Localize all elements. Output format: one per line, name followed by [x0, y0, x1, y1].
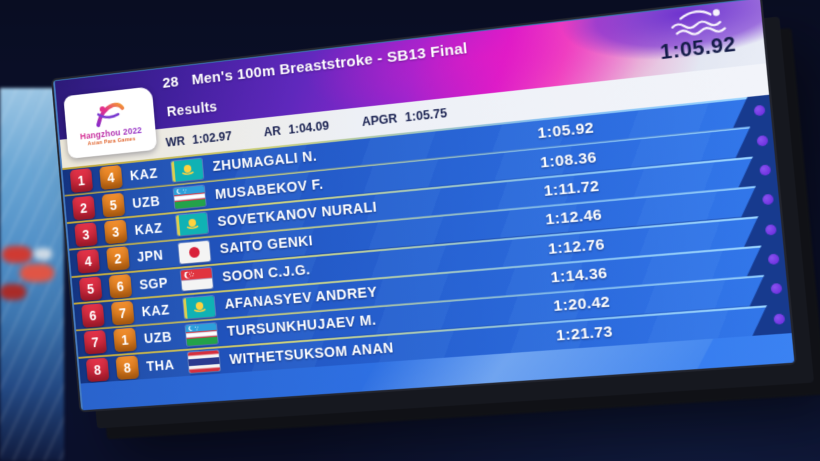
event-title-bar: 28 Men's 100m Breaststroke - SB13 Final: [162, 40, 468, 93]
result-row-bar: 6 7 KAZ AFANASYEV ANDREY 1:14.36: [74, 245, 764, 329]
event-title: Men's 100m Breaststroke - SB13 Final: [190, 40, 469, 89]
result-row-bar: 8 8 THA WITHETSUKSOM ANAN 1:21.73: [78, 305, 769, 384]
scoreboard-content: 28 Men's 100m Breaststroke - SB13 Final R…: [53, 0, 795, 411]
scoreboard-screen: 28 Men's 100m Breaststroke - SB13 Final R…: [50, 0, 797, 413]
record-label: WR: [165, 134, 186, 150]
noc-code: KAZ: [129, 165, 159, 184]
rank-badge: 8: [86, 357, 110, 381]
row-end-dot: [764, 223, 777, 236]
result-row: 8 8 THA WITHETSUKSOM ANAN 1:21.73: [78, 303, 791, 383]
jpn-flag-icon: [178, 241, 210, 264]
result-row-bar: 2 5 UZB MUSABEKOV F. 1:08.36: [65, 127, 753, 222]
noc-code: KAZ: [134, 219, 164, 238]
uzb-flag-icon: [174, 186, 206, 209]
result-row-bar: 5 6 SGP SOON C.J.G. 1:12.76: [71, 216, 761, 303]
rank-badge: 1: [70, 168, 93, 193]
lane-badge: 1: [113, 328, 137, 353]
row-end-dot: [773, 313, 786, 325]
lane-badge: 2: [106, 246, 130, 271]
logo-emblem-icon: [89, 99, 129, 130]
record-label: AR: [263, 123, 282, 140]
lane-buoy: [34, 248, 52, 260]
rank-badge: 2: [72, 195, 95, 220]
noc-code: KAZ: [141, 301, 171, 320]
noc-code: UZB: [131, 192, 161, 211]
lane-badge: 8: [116, 355, 140, 380]
result-row: 2 5 UZB MUSABEKOV F. 1:08.36: [65, 124, 775, 221]
row-end-dot: [767, 253, 780, 266]
result-row: 3 3 KAZ SOVETKANOV NURALI 1:11.72: [67, 154, 778, 249]
result-row-bar: 4 2 JPN SAITO GENKI 1:12.46: [69, 186, 758, 276]
kaz-flag-icon: [176, 213, 208, 236]
lane-badge: 3: [104, 219, 128, 244]
lane-badge: 5: [102, 192, 126, 217]
result-row: 4 2 JPN SAITO GENKI 1:12.46: [69, 184, 780, 276]
result-row: 5 6 SGP SOON C.J.G. 1:12.76: [71, 214, 783, 303]
swimmer-name: SAITO GENKI: [219, 233, 314, 258]
world-record: WR 1:02.97: [165, 129, 232, 150]
lane-badge: 4: [99, 165, 123, 190]
result-row-bar: 3 3 KAZ SOVETKANOV NURALI 1:11.72: [67, 156, 756, 249]
row-end-dot: [759, 164, 772, 176]
result-row: 1 4 KAZ ZHUMAGALI N. 1:05.92: [62, 95, 772, 195]
noc-code: UZB: [143, 329, 173, 347]
event-number: 28: [161, 73, 180, 92]
lane-buoy: [0, 284, 26, 300]
lane-badge: 7: [111, 301, 135, 326]
row-end-dot: [770, 283, 783, 295]
pool-background: [0, 88, 64, 461]
record-time: 1:04.09: [287, 118, 330, 137]
rank-badge: 6: [81, 303, 104, 328]
asian-record: AR 1:04.09: [263, 119, 329, 140]
result-row-bar: 1 4 KAZ ZHUMAGALI N. 1:05.92: [62, 97, 750, 195]
results-section-label: Results: [166, 99, 218, 121]
tha-flag-icon: [188, 351, 220, 374]
noc-code: THA: [145, 356, 175, 374]
record-time: 1:02.97: [191, 129, 233, 147]
row-end-dot: [762, 194, 774, 206]
swimmer-name: SOON C.J.G.: [221, 262, 311, 286]
kaz-flag-icon: [183, 296, 215, 319]
noc-code: JPN: [136, 247, 164, 265]
rank-badge: 5: [79, 276, 102, 301]
result-row: 6 7 KAZ AFANASYEV ANDREY 1:14.36: [74, 244, 786, 330]
record-time: 1:05.75: [404, 106, 448, 125]
uzb-flag-icon: [185, 323, 217, 346]
rank-badge: 7: [84, 330, 108, 355]
lane-badge: 6: [109, 274, 133, 299]
record-label: APGR: [361, 111, 398, 129]
rank-badge: 3: [74, 222, 97, 247]
sgp-flag-icon: [181, 268, 213, 291]
lane-buoy: [2, 246, 32, 263]
asian-para-games-record: APGR 1:05.75: [361, 106, 447, 129]
rank-badge: 4: [77, 249, 100, 274]
results-table: 1 4 KAZ ZHUMAGALI N. 1:05.92 2 5 UZB MUS…: [62, 94, 792, 384]
row-end-dot: [753, 104, 766, 117]
lane-buoy: [20, 264, 54, 282]
noc-code: SGP: [138, 274, 169, 293]
kaz-flag-icon: [171, 158, 203, 181]
row-end-dot: [756, 134, 769, 147]
hangzhou-2022-logo: Hangzhou 2022 Asian Para Games: [63, 86, 158, 159]
